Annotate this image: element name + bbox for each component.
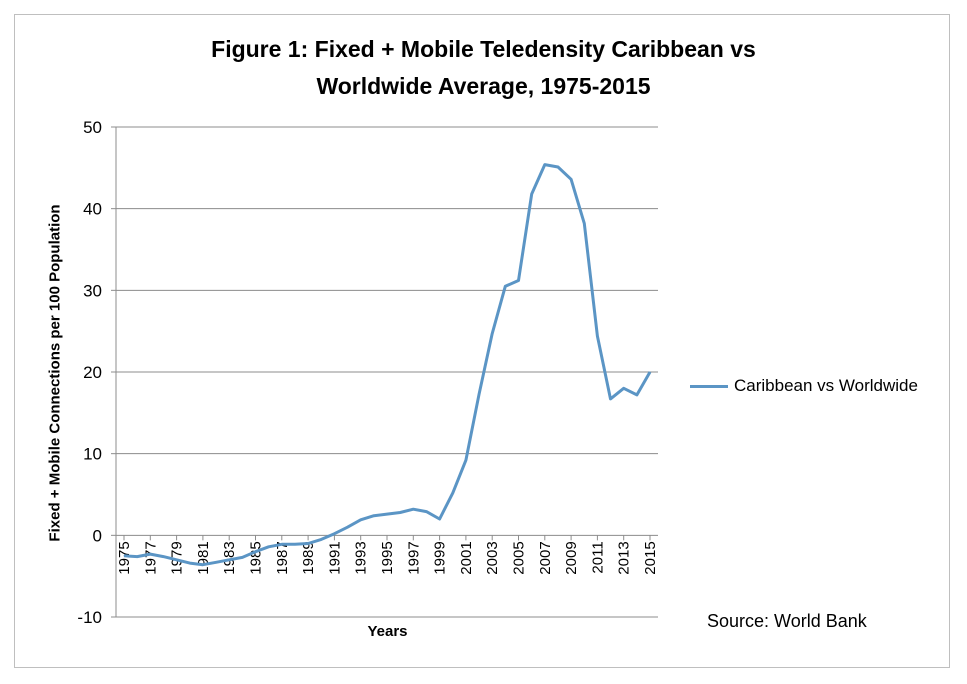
data-point: [123, 555, 125, 557]
data-points: [123, 164, 651, 566]
data-point: [531, 193, 533, 195]
data-point: [386, 513, 388, 515]
x-tick-label: 1975: [116, 541, 133, 574]
x-tick-label: 1987: [274, 541, 291, 574]
x-tick-label: 1981: [195, 541, 212, 574]
data-point: [583, 222, 585, 224]
x-tick-label: 1983: [221, 541, 238, 574]
x-tick-label: 2005: [511, 541, 528, 574]
x-tick-label: 1999: [432, 541, 449, 574]
data-point: [425, 511, 427, 513]
data-point: [333, 533, 335, 535]
legend: Caribbean vs Worldwide: [690, 376, 918, 396]
y-tick-label: -10: [77, 608, 102, 627]
x-tick-label: 1995: [379, 541, 396, 574]
source-note: Source: World Bank: [707, 611, 867, 631]
data-point: [557, 166, 559, 168]
data-point: [399, 511, 401, 513]
y-tick-label: 10: [83, 445, 102, 464]
x-tick-label: 1991: [326, 541, 343, 574]
x-tick-label: 2013: [616, 541, 633, 574]
data-point: [176, 559, 178, 561]
x-axis-label: Years: [367, 623, 408, 640]
data-point: [570, 178, 572, 180]
data-point: [281, 543, 283, 545]
data-point: [596, 335, 598, 337]
chart-title-line1: Figure 1: Fixed + Mobile Teledensity Car…: [211, 36, 756, 62]
data-point: [491, 333, 493, 335]
data-point: [202, 564, 204, 566]
data-point: [465, 459, 467, 461]
series-line-caribbean-vs-worldwide: [123, 163, 652, 567]
x-tick-label: 2001: [458, 541, 475, 574]
chart-title-line2: Worldwide Average, 1975-2015: [316, 73, 651, 99]
data-point: [320, 538, 322, 540]
data-point: [255, 551, 256, 553]
data-point: [215, 561, 217, 563]
data-point: [544, 164, 546, 166]
data-point: [610, 398, 612, 400]
y-axis-ticks: 50 40 30 20 10 0 -10: [77, 118, 102, 627]
x-tick-label: 2003: [484, 541, 501, 574]
data-point: [518, 280, 519, 282]
y-tick-label: 0: [93, 526, 102, 545]
data-point: [307, 543, 309, 544]
x-tick-label: 2011: [589, 541, 606, 573]
data-point: [149, 553, 151, 555]
data-point: [228, 559, 230, 561]
data-point: [162, 556, 164, 558]
data-point: [347, 526, 349, 528]
data-point: [636, 394, 638, 396]
data-point: [373, 515, 375, 517]
y-axis-label: Fixed + Mobile Connections per 100 Popul…: [46, 204, 64, 542]
x-tick-label: 1979: [169, 541, 186, 574]
x-axis-ticks: 1975 1977 1979 1981 1983 1985 1987 1989 1991 1993…: [116, 535, 659, 575]
x-tick-label: 1985: [248, 541, 265, 574]
data-point: [649, 371, 651, 373]
data-point: [439, 518, 441, 520]
x-tick-label: 2007: [537, 541, 554, 574]
legend-label: Caribbean vs Worldwide: [734, 376, 918, 395]
gridlines: [111, 126, 658, 618]
y-tick-label: 20: [83, 363, 102, 382]
x-tick-label: 2015: [642, 541, 659, 574]
data-point: [136, 556, 138, 558]
data-point: [241, 556, 243, 558]
y-tick-label: 30: [83, 281, 102, 300]
x-tick-label: 1977: [142, 541, 159, 574]
chart-frame: [14, 14, 950, 668]
data-point: [478, 393, 480, 395]
y-tick-label: 50: [83, 118, 102, 137]
data-point: [623, 387, 625, 389]
data-point: [504, 285, 506, 287]
data-point: [452, 492, 454, 494]
x-tick-label: 1993: [353, 541, 370, 574]
data-point: [268, 546, 270, 548]
x-tick-label: 1989: [300, 541, 317, 574]
data-point: [189, 562, 191, 564]
x-tick-label: 2009: [563, 541, 580, 574]
legend-swatch: [690, 384, 728, 388]
data-point: [294, 543, 296, 545]
x-tick-label: 1997: [405, 541, 422, 574]
y-tick-label: 40: [83, 200, 102, 219]
data-point: [360, 519, 362, 521]
data-point: [412, 508, 414, 510]
